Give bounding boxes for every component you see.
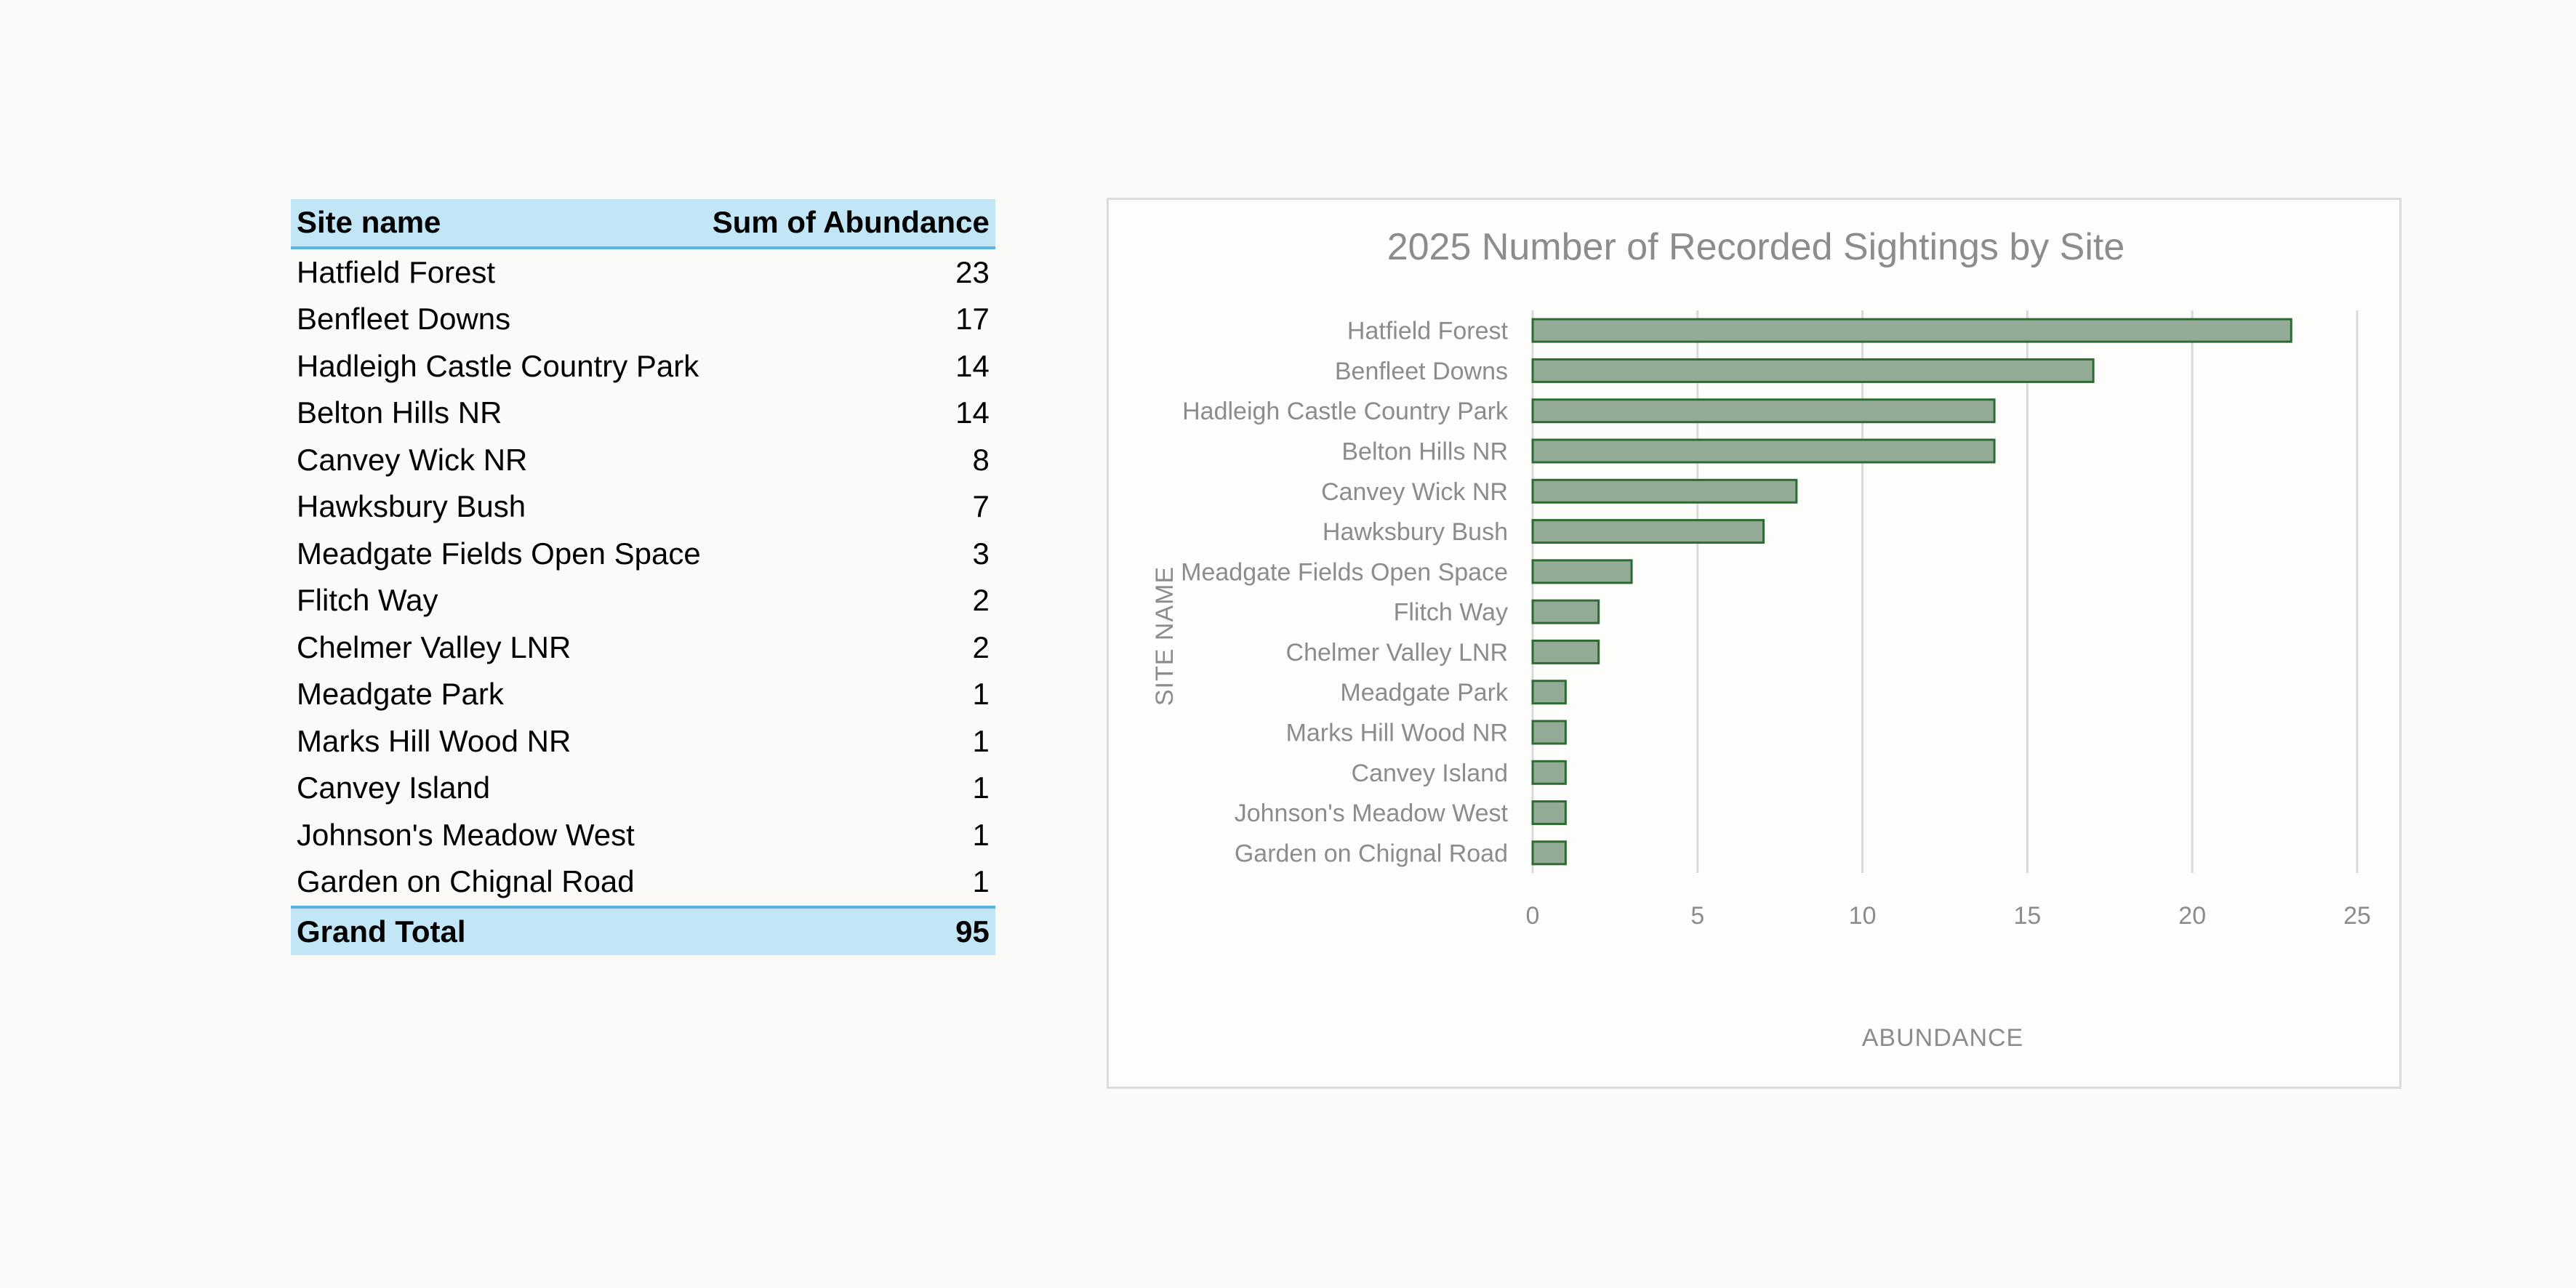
header-site-name[interactable]: Site name [291,199,707,249]
category-label: Chelmer Valley LNR [1286,639,1508,667]
y-axis-title: SITE NAME [1151,566,1179,706]
grand-total-value[interactable]: 95 [706,905,995,955]
site-name-cell[interactable]: Chelmer Valley LNR [297,629,571,664]
abundance-cell[interactable]: 1 [972,864,990,899]
table-row: Chelmer Valley LNR 2 [291,624,995,672]
site-name-cell[interactable]: Canvey Island [297,770,491,805]
grand-total-label[interactable]: Grand Total [291,905,707,955]
x-tick-label: 25 [2343,902,2371,930]
table-row: Canvey Island 1 [291,765,995,812]
abundance-cell[interactable]: 14 [955,348,990,383]
category-label: Belton Hills NR [1341,438,1508,466]
bar[interactable] [1531,398,1996,424]
bar[interactable] [1531,760,1567,785]
site-name-cell[interactable]: Johnson's Meadow West [297,817,635,852]
site-name-cell[interactable]: Hatfield Forest [297,254,496,289]
pivot-body: Hatfield Forest 23 Benfleet Downs 17 Hadleig… [291,248,995,907]
bar[interactable] [1531,478,1798,504]
x-axis-title: ABUNDANCE [1862,1024,2023,1052]
bar[interactable] [1531,840,1567,866]
category-label: Meadgate Park [1340,679,1509,707]
x-tick-label: 10 [1849,902,1877,930]
x-tick-label: 5 [1690,902,1704,930]
table-row: Hatfield Forest 23 [291,248,995,297]
abundance-cell[interactable]: 3 [972,536,990,571]
x-tick-label: 0 [1526,902,1540,930]
category-label: Hadleigh Castle Country Park [1182,398,1509,425]
table-row: Meadgate Park 1 [291,671,995,718]
abundance-cell[interactable]: 23 [955,254,990,289]
table-row: Belton Hills NR 14 [291,390,995,437]
bar[interactable] [1531,358,2095,383]
category-label: Hawksbury Bush [1323,518,1508,546]
gridlines [1531,310,2359,873]
abundance-cell[interactable]: 1 [972,723,990,758]
category-label: Johnson's Meadow West [1235,800,1509,827]
chart-area[interactable]: 2025 Number of Recorded Sightings by Sit… [1107,198,2402,1089]
abundance-cell[interactable]: 2 [972,583,990,618]
x-tick-label: 20 [2178,902,2206,930]
table-row: Canvey Wick NR 8 [291,437,995,484]
bar[interactable] [1531,519,1765,544]
bar[interactable] [1531,680,1567,705]
abundance-cell[interactable]: 2 [972,629,990,664]
table-row: Benfleet Downs 17 [291,296,995,343]
table-row: Hawksbury Bush 7 [291,483,995,531]
table-row: Meadgate Fields Open Space 3 [291,531,995,578]
category-label: Marks Hill Wood NR [1286,720,1508,747]
table-row: Johnson's Meadow West 1 [291,812,995,859]
site-name-cell[interactable]: Marks Hill Wood NR [297,723,571,758]
bar[interactable] [1531,438,1996,464]
abundance-cell[interactable]: 14 [955,395,990,430]
bars [1531,318,2292,866]
site-name-cell[interactable]: Belton Hills NR [297,395,502,430]
category-label: Hatfield Forest [1347,318,1509,345]
abundance-cell[interactable]: 1 [972,770,990,805]
bar[interactable] [1531,599,1600,624]
chart-title: 2025 Number of Recorded Sightings by Sit… [1387,226,2125,268]
table-row: Marks Hill Wood NR 1 [291,718,995,765]
category-label: Flitch Way [1394,599,1508,627]
table-row: Flitch Way 2 [291,577,995,624]
bar[interactable] [1531,800,1567,826]
bar-chart: 2025 Number of Recorded Sightings by Sit… [1151,226,2371,1052]
category-label: Canvey Wick NR [1321,478,1508,506]
abundance-cell[interactable]: 17 [955,302,990,337]
category-label: Canvey Island [1352,760,1508,787]
category-label: Benfleet Downs [1335,358,1508,385]
site-name-cell[interactable]: Canvey Wick NR [297,442,528,477]
category-label: Garden on Chignal Road [1235,840,1508,867]
abundance-cell[interactable]: 7 [972,489,990,524]
x-tick-label: 15 [2013,902,2041,930]
grand-total-row: Grand Total 95 [291,905,995,955]
abundance-cell[interactable]: 8 [972,442,990,477]
site-name-cell[interactable]: Hawksbury Bush [297,489,526,524]
table-row: Hadleigh Castle Country Park 14 [291,343,995,390]
site-name-cell[interactable]: Benfleet Downs [297,302,511,337]
site-name-cell[interactable]: Meadgate Park [297,677,504,712]
bar[interactable] [1531,639,1600,664]
site-name-cell[interactable]: Garden on Chignal Road [297,864,635,899]
bar[interactable] [1531,318,2292,343]
site-name-cell[interactable]: Hadleigh Castle Country Park [297,348,699,383]
x-tick-labels: 0 5 10 15 20 25 [1526,902,2371,930]
abundance-cell[interactable]: 1 [972,677,990,712]
header-sum-abundance[interactable]: Sum of Abundance [706,199,995,249]
abundance-cell[interactable]: 1 [972,817,990,852]
category-label: Meadgate Fields Open Space [1181,558,1508,586]
category-labels: Hatfield Forest Benfleet Downs Hadleigh Ca… [1181,318,1509,868]
table-row: Garden on Chignal Road 1 [291,858,995,907]
site-name-cell[interactable]: Flitch Way [297,583,438,618]
bar[interactable] [1531,720,1567,745]
pivot-table: Site name Sum of Abundance Hatfield Fore… [291,199,995,955]
pivot-header-row: Site name Sum of Abundance [291,199,995,249]
bar[interactable] [1531,559,1633,584]
site-name-cell[interactable]: Meadgate Fields Open Space [297,536,701,571]
